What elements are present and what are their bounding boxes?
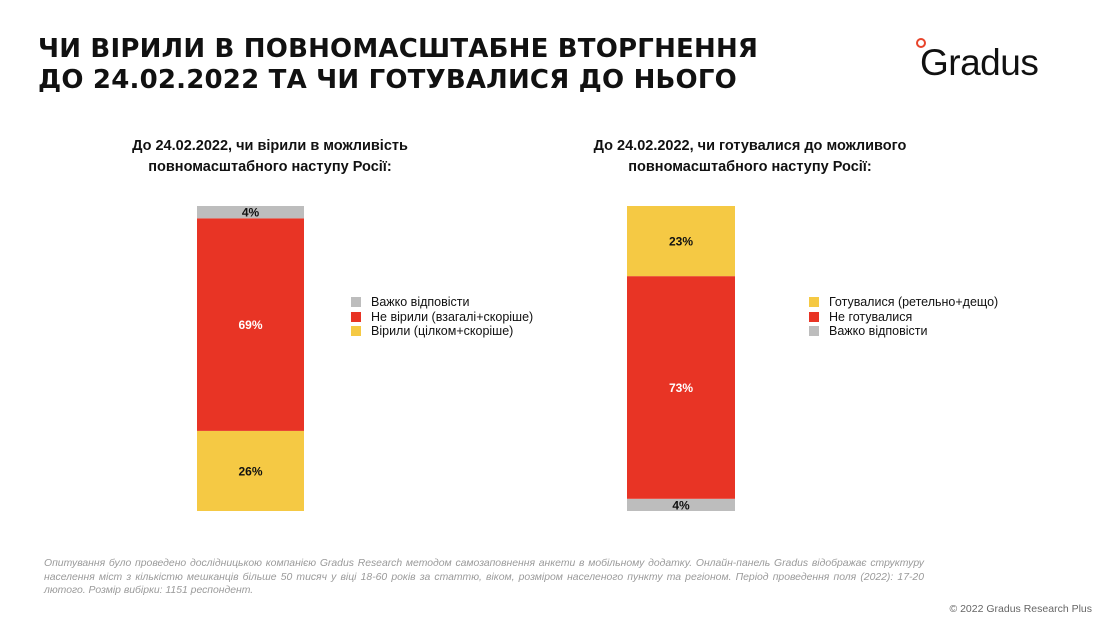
chart-2-bar-segment-3 xyxy=(627,206,735,277)
legend-label: Готувалися (ретельно+дещо) xyxy=(829,295,999,309)
chart-1-data-label-1: 26% xyxy=(238,464,262,478)
logo-dot-icon xyxy=(916,38,926,48)
chart-1-bar-segment-3 xyxy=(197,206,304,219)
chart-1-title-line-2: повномасштабного наступу Росії: xyxy=(148,159,392,175)
legend-label: Важко відповісти xyxy=(829,324,928,338)
legend-swatch xyxy=(351,326,361,337)
legend-swatch xyxy=(351,297,361,308)
chart-2-legend-item-1: Готувалися (ретельно+дещо) xyxy=(809,295,998,310)
chart-1-bar-segment-2 xyxy=(197,218,304,431)
chart-2-bar-segment-1 xyxy=(627,498,735,511)
chart-1-legend-item-2: Не вірили (взагалі+скоріше) xyxy=(351,310,533,325)
legend-swatch xyxy=(809,326,819,337)
chart-2-title-line-1: До 24.02.2022, чи готувалися до можливог… xyxy=(593,138,907,154)
legend-label: Не вірили (взагалі+скоріше) xyxy=(371,309,534,324)
chart-1-bar-segment-1 xyxy=(197,430,304,511)
page-title-line-2: ДО 24.02.2022 ТА ЧИ ГОТУВАЛИСЯ ДО НЬОГО xyxy=(38,65,737,95)
copyright: © 2022 Gradus Research Plus xyxy=(949,603,1092,615)
chart-1-legend-item-1: Важко відповісти xyxy=(351,295,533,310)
chart-1-data-label-2: 69% xyxy=(238,318,262,332)
chart-2-legend-item-3: Важко відповісти xyxy=(809,324,998,339)
legend-label: Важко відповісти xyxy=(371,295,470,309)
chart-1-title: До 24.02.2022, чи вірили в можливість по… xyxy=(80,136,460,178)
chart-2-data-label-3: 23% xyxy=(669,235,693,249)
chart-2-legend-item-2: Не готувалися xyxy=(809,310,998,325)
chart-2-data-label-1: 4% xyxy=(672,498,690,512)
page-title-line-1: ЧИ ВІРИЛИ В ПОВНОМАСШТАБНЕ ВТОРГНЕННЯ xyxy=(38,34,759,64)
legend-swatch xyxy=(809,297,819,308)
chart-2-legend: Готувалися (ретельно+дещо) Не готувалися В… xyxy=(809,295,998,339)
chart-1-legend: Важко відповісти Не вірили (взагалі+скорі… xyxy=(351,295,533,339)
chart-1-data-label-3: 4% xyxy=(242,206,260,220)
footnote: Опитування було проведено дослідницькою … xyxy=(44,558,924,596)
chart-1-legend-item-3: Вірили (цілком+скоріше) xyxy=(351,324,533,339)
page-title: ЧИ ВІРИЛИ В ПОВНОМАСШТАБНЕ ВТОРГНЕННЯ ДО… xyxy=(38,34,798,96)
chart-1-title-line-1: До 24.02.2022, чи вірили в можливість xyxy=(132,138,408,154)
legend-swatch xyxy=(809,311,819,322)
gradus-logo: Gradus xyxy=(916,38,1066,88)
legend-swatch xyxy=(351,311,361,322)
chart-2-bar-segment-2 xyxy=(627,276,735,499)
chart-2-title: До 24.02.2022, чи готувалися до можливог… xyxy=(540,136,960,178)
chart-2-title-line-2: повномасштабного наступу Росії: xyxy=(628,159,872,175)
logo-text: Gradus xyxy=(920,42,1039,83)
chart-2-data-label-2: 73% xyxy=(669,381,693,395)
legend-label: Не готувалися xyxy=(829,309,913,324)
legend-label: Вірили (цілком+скоріше) xyxy=(371,324,514,338)
